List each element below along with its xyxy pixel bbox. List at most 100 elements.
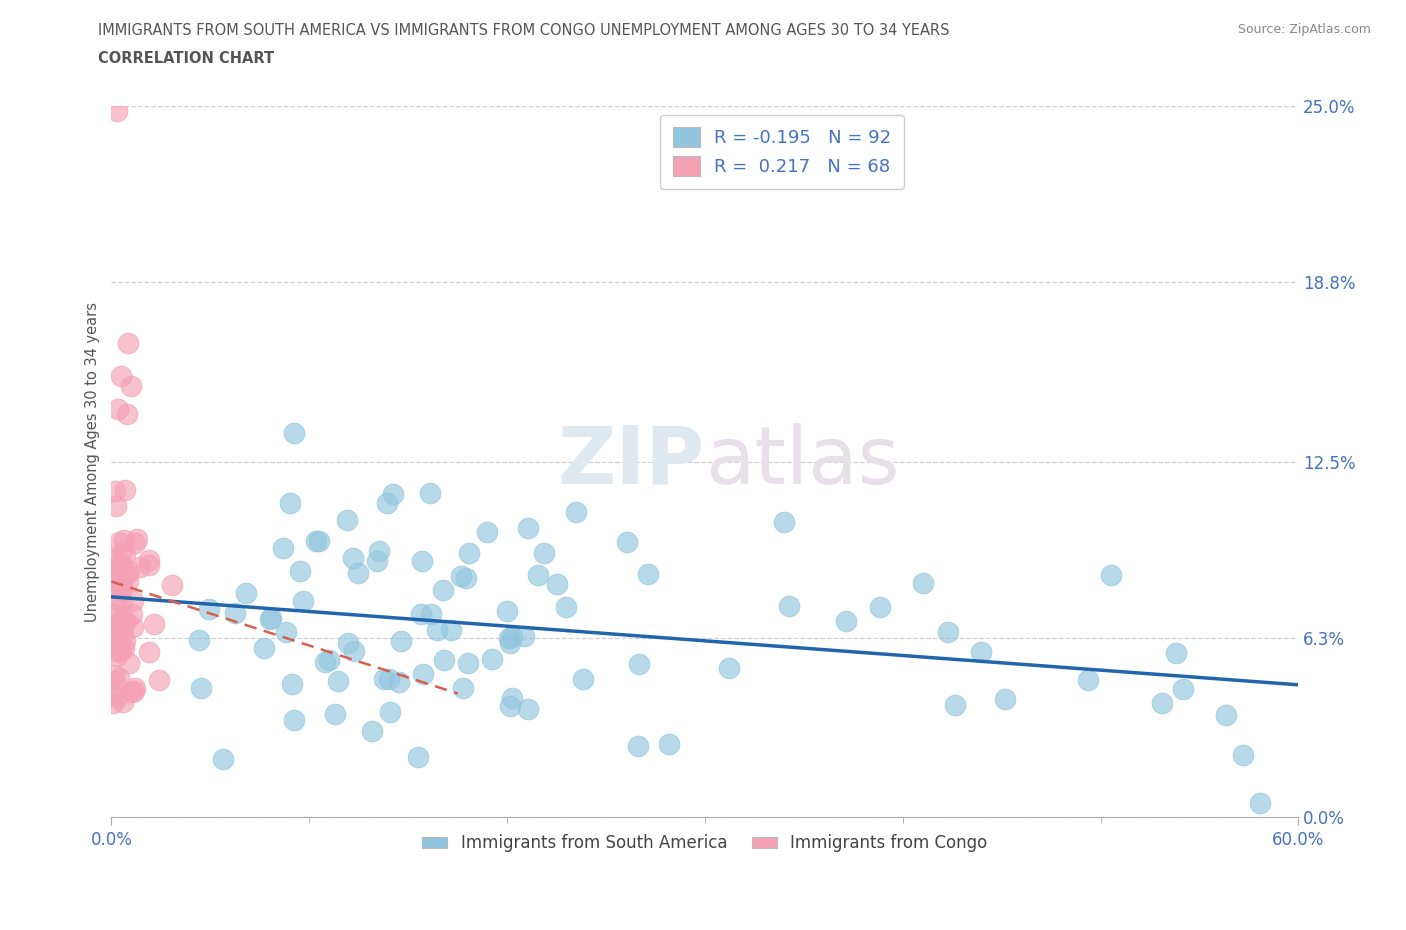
Point — [108, 556, 131, 571]
Point — [1232, 748, 1254, 763]
Point — [107, 401, 129, 416]
Point — [911, 576, 934, 591]
Point — [142, 617, 165, 631]
Point — [118, 656, 141, 671]
Point — [224, 605, 246, 620]
Point — [778, 599, 800, 614]
Point — [117, 335, 139, 350]
Point — [378, 671, 401, 686]
Point — [361, 724, 384, 738]
Point — [409, 607, 432, 622]
Point — [291, 593, 314, 608]
Point — [499, 698, 522, 713]
Text: Source: ZipAtlas.com: Source: ZipAtlas.com — [1237, 23, 1371, 36]
Text: atlas: atlas — [704, 422, 900, 500]
Point — [212, 751, 235, 766]
Point — [943, 698, 966, 713]
Point — [117, 566, 139, 581]
Point — [554, 600, 576, 615]
Point — [328, 674, 350, 689]
Point — [138, 552, 160, 567]
Point — [419, 485, 441, 500]
Point — [110, 560, 132, 575]
Point — [657, 737, 679, 751]
Point — [420, 606, 443, 621]
Point — [426, 622, 449, 637]
Point — [627, 739, 650, 754]
Point — [546, 577, 568, 591]
Point — [375, 496, 398, 511]
Point — [122, 684, 145, 698]
Point — [121, 684, 143, 699]
Point — [110, 644, 132, 658]
Point — [129, 559, 152, 574]
Text: CORRELATION CHART: CORRELATION CHART — [98, 51, 274, 66]
Legend: Immigrants from South America, Immigrants from Congo: Immigrants from South America, Immigrant… — [416, 828, 994, 859]
Point — [637, 566, 659, 581]
Point — [835, 614, 858, 629]
Point — [342, 551, 364, 565]
Point — [533, 545, 555, 560]
Point — [112, 641, 135, 656]
Point — [190, 681, 212, 696]
Point — [305, 534, 328, 549]
Point — [259, 612, 281, 627]
Point — [1171, 682, 1194, 697]
Point — [103, 623, 125, 638]
Point — [336, 512, 359, 527]
Point — [122, 619, 145, 634]
Point — [104, 637, 127, 652]
Point — [308, 534, 330, 549]
Point — [389, 633, 412, 648]
Point — [107, 671, 129, 685]
Point — [103, 569, 125, 584]
Point — [388, 674, 411, 689]
Point — [138, 557, 160, 572]
Point — [496, 604, 519, 618]
Point — [458, 546, 481, 561]
Point — [117, 574, 139, 589]
Point — [336, 635, 359, 650]
Point — [105, 499, 128, 514]
Point — [148, 672, 170, 687]
Text: IMMIGRANTS FROM SOUTH AMERICA VS IMMIGRANTS FROM CONGO UNEMPLOYMENT AMONG AGES 3: IMMIGRANTS FROM SOUTH AMERICA VS IMMIGRA… — [98, 23, 950, 38]
Point — [1215, 708, 1237, 723]
Point — [160, 578, 183, 592]
Point — [368, 543, 391, 558]
Point — [105, 104, 128, 119]
Point — [513, 628, 536, 643]
Point — [104, 484, 127, 498]
Point — [627, 657, 650, 671]
Point — [454, 571, 477, 586]
Point — [103, 687, 125, 702]
Point — [346, 565, 368, 580]
Point — [366, 553, 388, 568]
Point — [198, 602, 221, 617]
Point — [121, 593, 143, 608]
Point — [107, 564, 129, 578]
Point — [406, 750, 429, 764]
Point — [278, 496, 301, 511]
Point — [124, 536, 146, 551]
Text: ZIP: ZIP — [558, 422, 704, 500]
Point — [993, 692, 1015, 707]
Point — [103, 696, 125, 711]
Point — [432, 582, 454, 597]
Point — [970, 644, 993, 659]
Point — [107, 581, 129, 596]
Point — [314, 655, 336, 670]
Point — [121, 606, 143, 621]
Point — [104, 673, 127, 688]
Y-axis label: Unemployment Among Ages 30 to 34 years: Unemployment Among Ages 30 to 34 years — [86, 301, 100, 621]
Point — [718, 660, 741, 675]
Point — [1164, 645, 1187, 660]
Point — [107, 560, 129, 575]
Point — [235, 586, 257, 601]
Point — [104, 607, 127, 622]
Point — [188, 632, 211, 647]
Point — [381, 486, 404, 501]
Point — [280, 677, 302, 692]
Point — [103, 668, 125, 683]
Point — [127, 531, 149, 546]
Point — [105, 689, 128, 704]
